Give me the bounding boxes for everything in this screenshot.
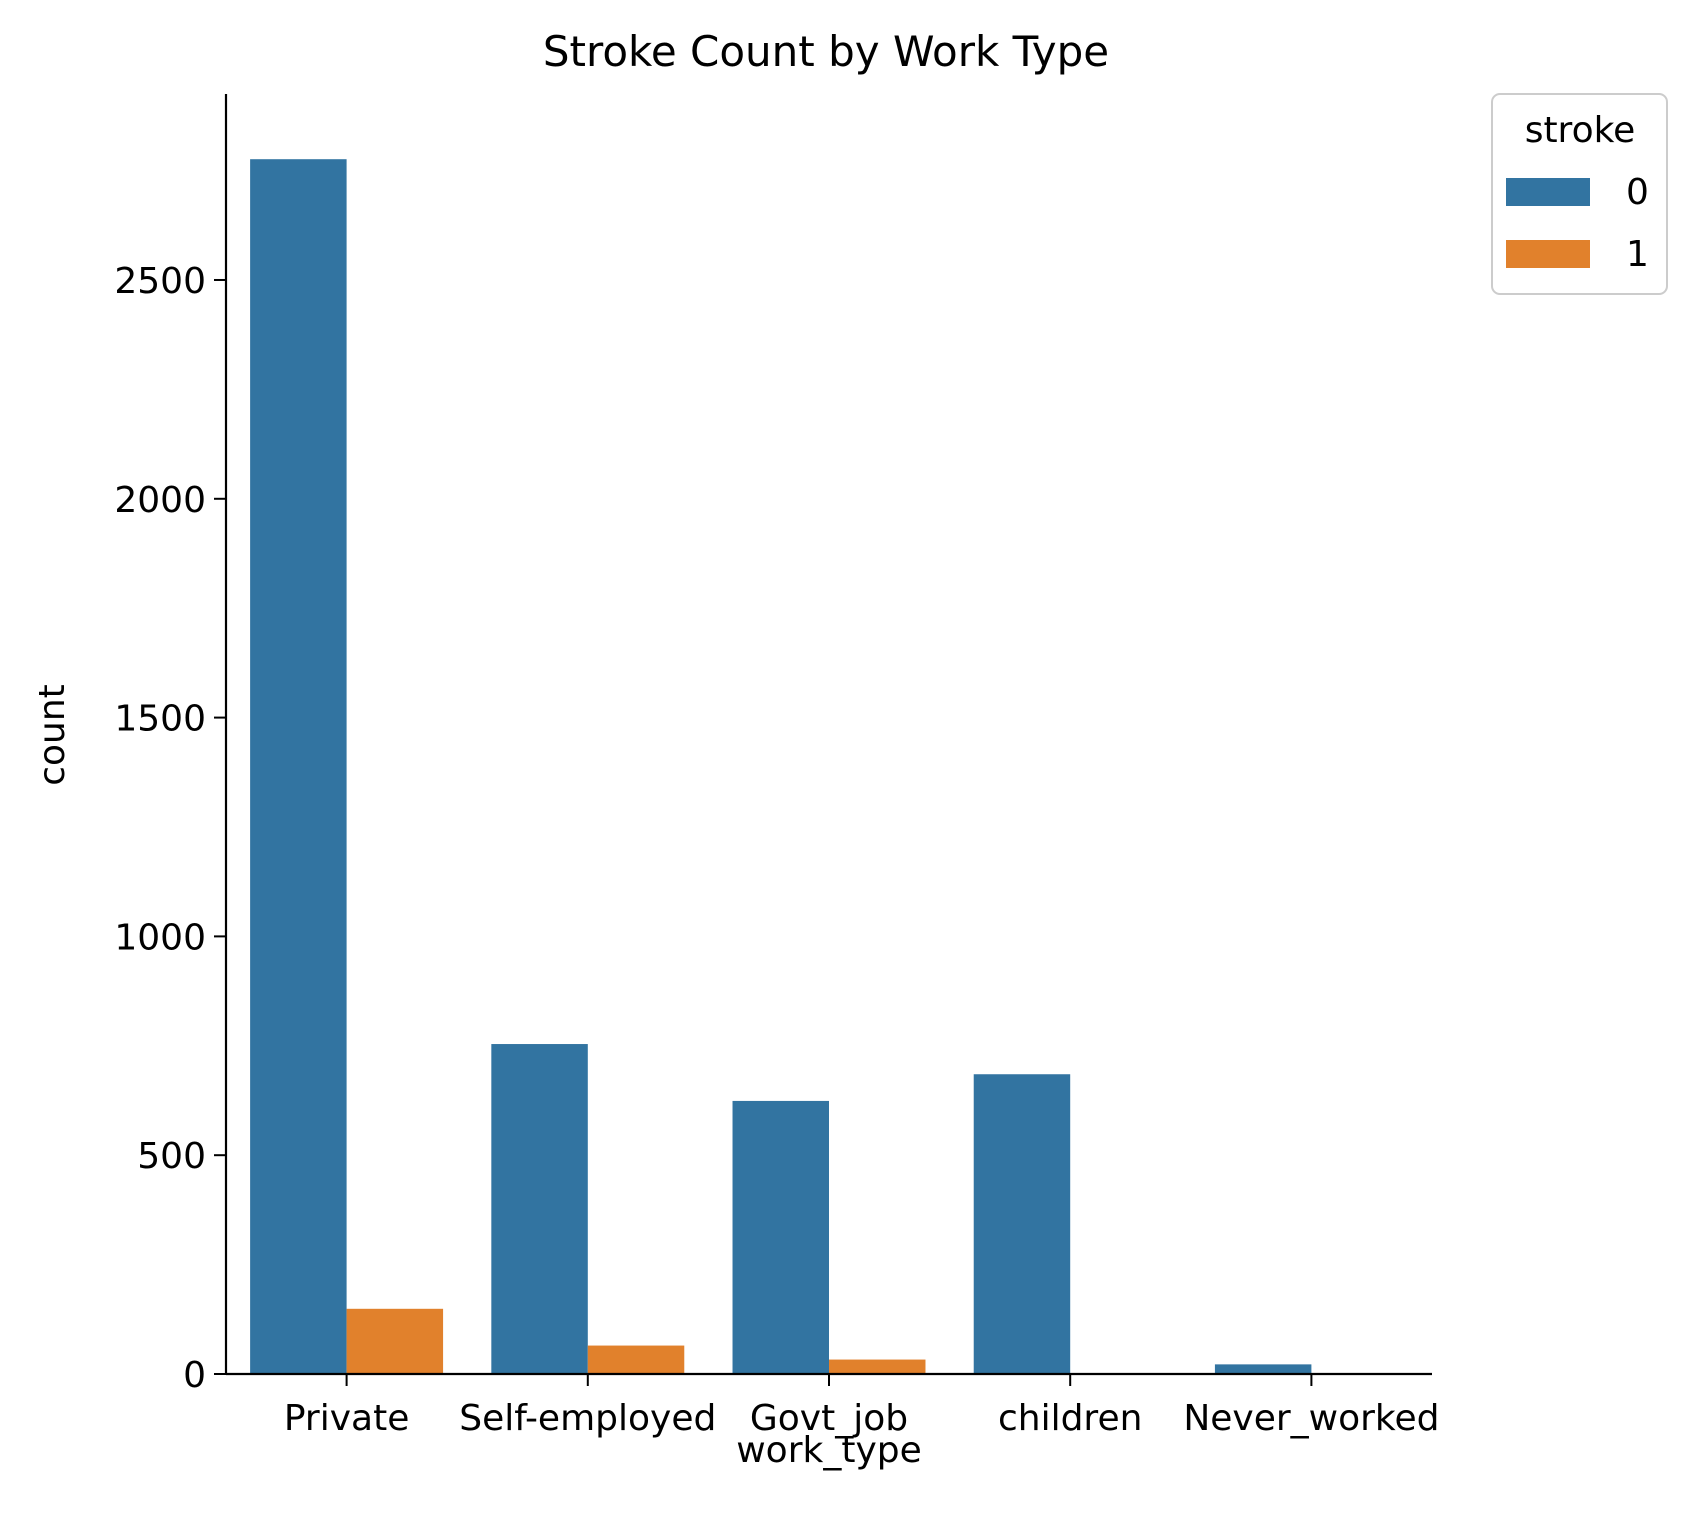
y-tick-label: 500 <box>137 1136 206 1177</box>
x-tick-label: Private <box>284 1398 410 1439</box>
legend-swatch-0 <box>1506 178 1590 206</box>
bar-Private-stroke-1 <box>346 1308 444 1374</box>
bar-Private-stroke-0 <box>250 159 347 1375</box>
x-axis-title: work_type <box>736 1430 922 1471</box>
bar-children-stroke-0 <box>973 1074 1071 1374</box>
legend: stroke 01 <box>1491 93 1668 295</box>
y-axis-ticks: 0 500 1000 1500 2000 2500 <box>114 261 226 1396</box>
chart-title: Stroke Count by Work Type <box>543 27 1109 76</box>
y-axis-title: count <box>32 684 73 786</box>
bar-Govt_job-stroke-1 <box>829 1359 926 1374</box>
x-tick-label: children <box>998 1398 1142 1439</box>
legend-items: 01 <box>1506 172 1649 275</box>
legend-label-0: 0 <box>1626 172 1649 213</box>
x-tick-label: Self-employed <box>459 1398 716 1439</box>
y-tick-label: 2000 <box>114 480 206 521</box>
x-axis-ticks: Private Self-employed Govt_job children Neve… <box>284 1374 1439 1439</box>
y-tick-label: 1000 <box>114 917 206 958</box>
legend-swatch-1 <box>1506 240 1590 268</box>
y-tick-label: 2500 <box>114 261 206 302</box>
legend-title: stroke <box>1525 110 1636 151</box>
legend-label-1: 1 <box>1626 234 1649 275</box>
x-tick-label: Govt_job <box>750 1398 908 1439</box>
x-tick-label: Never_worked <box>1183 1398 1439 1439</box>
bar-Govt_job-stroke-0 <box>732 1100 829 1374</box>
bar-Never_worked-stroke-0 <box>1214 1364 1312 1374</box>
bar-Self-employed-stroke-0 <box>491 1044 588 1374</box>
y-tick-label: 1500 <box>114 699 206 740</box>
bars-layer <box>250 159 1312 1375</box>
y-tick-label: 0 <box>183 1355 206 1396</box>
bar-Self-employed-stroke-1 <box>587 1345 685 1374</box>
